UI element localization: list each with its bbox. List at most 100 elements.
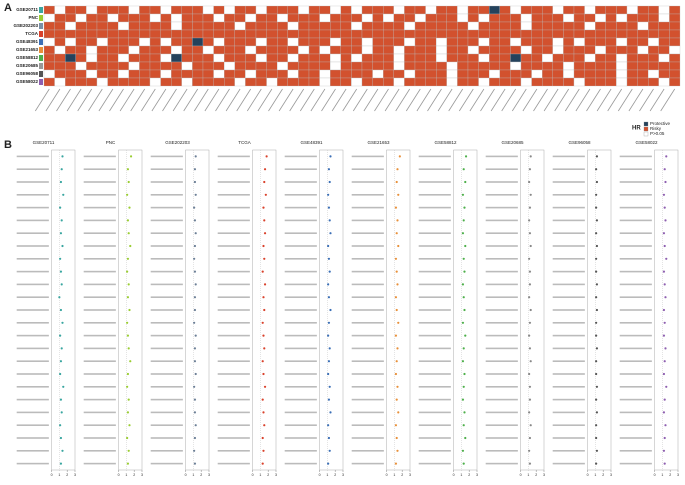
row-label-placeholder bbox=[351, 206, 384, 209]
row-label-placeholder bbox=[83, 283, 116, 286]
heat-cell bbox=[361, 13, 373, 23]
heat-cell bbox=[351, 77, 363, 87]
heat-cell bbox=[372, 69, 384, 79]
heat-cell bbox=[171, 21, 182, 31]
heat-cell bbox=[86, 53, 98, 63]
heat-cell bbox=[340, 45, 352, 55]
heat-cell bbox=[266, 61, 278, 71]
hr-point bbox=[397, 244, 400, 248]
heat-cell bbox=[181, 21, 193, 31]
heat-cell bbox=[648, 5, 659, 15]
heat-cell bbox=[266, 77, 278, 87]
heat-cell bbox=[542, 13, 553, 23]
row-label-placeholder bbox=[552, 411, 585, 414]
row-label-placeholder bbox=[284, 194, 317, 196]
row-label-placeholder bbox=[284, 283, 317, 286]
row-label-placeholder bbox=[83, 232, 116, 234]
hr-point bbox=[129, 155, 133, 158]
heat-cell bbox=[457, 21, 469, 31]
row-label-placeholder bbox=[418, 424, 451, 426]
x-tick-label: 0 bbox=[453, 473, 455, 477]
hr-point bbox=[528, 232, 532, 235]
row-label-placeholder bbox=[150, 296, 183, 298]
x-tick-label: 3 bbox=[342, 473, 344, 477]
hr-point bbox=[327, 283, 330, 286]
row-label-placeholder bbox=[552, 373, 585, 375]
row-label-placeholder bbox=[485, 334, 518, 337]
heat-cell bbox=[552, 61, 564, 71]
heat-cell bbox=[255, 13, 267, 23]
col-label-placeholder bbox=[617, 88, 633, 112]
legend-swatch bbox=[643, 131, 649, 137]
row-label-placeholder bbox=[217, 194, 250, 196]
heat-cell bbox=[298, 37, 310, 47]
heat-cell bbox=[414, 45, 426, 55]
hr-point bbox=[461, 449, 465, 452]
heat-cell bbox=[542, 5, 553, 15]
heat-cell bbox=[616, 21, 628, 31]
col-label-placeholder bbox=[607, 88, 623, 112]
heat-cell bbox=[595, 5, 606, 15]
heat-cell bbox=[340, 29, 352, 39]
row-label-placeholder bbox=[485, 258, 518, 260]
heat-cell bbox=[414, 5, 426, 15]
row-label-placeholder bbox=[485, 270, 518, 273]
row-label-placeholder bbox=[351, 181, 384, 183]
hr-point bbox=[328, 347, 331, 350]
heat-cell bbox=[563, 13, 575, 23]
heat-cell bbox=[128, 45, 140, 55]
heat-cell bbox=[118, 61, 129, 71]
heat-cell bbox=[202, 77, 214, 87]
heat-cell bbox=[531, 69, 543, 79]
hr-point bbox=[396, 347, 399, 350]
heat-cell bbox=[234, 61, 246, 71]
row-label-placeholder bbox=[83, 398, 116, 401]
row-label-placeholder bbox=[552, 347, 585, 350]
heat-cell bbox=[595, 77, 606, 87]
heat-cell bbox=[340, 5, 352, 15]
hr-point bbox=[464, 155, 468, 158]
row-label-placeholder bbox=[485, 283, 518, 286]
hr-point bbox=[128, 206, 131, 209]
hr-point bbox=[595, 219, 599, 222]
heat-cell bbox=[171, 13, 182, 23]
row-label-placeholder bbox=[150, 258, 183, 260]
row-label-placeholder bbox=[284, 360, 317, 362]
heat-cell bbox=[149, 53, 161, 63]
heat-cell bbox=[552, 37, 564, 47]
heat-cell bbox=[340, 53, 352, 63]
hr-point bbox=[528, 334, 531, 337]
row-label-placeholder bbox=[284, 347, 317, 350]
row-label-placeholder bbox=[16, 206, 49, 209]
heat-cell bbox=[171, 45, 182, 55]
row-label-placeholder bbox=[485, 386, 518, 388]
heat-cell bbox=[361, 53, 373, 63]
hr-point bbox=[662, 193, 666, 196]
heat-cell bbox=[319, 5, 331, 15]
row-label: GSE202203 bbox=[13, 23, 38, 28]
heat-cell bbox=[255, 21, 267, 31]
heat-cell bbox=[351, 61, 363, 71]
forest-title: GSE21653 bbox=[367, 140, 390, 145]
heat-cell bbox=[648, 37, 659, 47]
row-label-placeholder bbox=[485, 168, 518, 170]
hr-point bbox=[193, 296, 197, 299]
hr-point bbox=[528, 347, 532, 350]
heat-cell bbox=[234, 37, 246, 47]
heat-cell bbox=[245, 5, 257, 15]
col-label-placeholder bbox=[437, 88, 453, 112]
heat-cell bbox=[43, 61, 55, 71]
hr-point bbox=[396, 219, 399, 222]
heat-cell bbox=[605, 45, 617, 55]
heat-cell bbox=[616, 61, 628, 71]
row-label-placeholder bbox=[16, 181, 49, 183]
heat-cell bbox=[86, 13, 98, 23]
row-label: GSE20685 bbox=[16, 63, 39, 68]
row-label: PNC bbox=[28, 15, 38, 20]
heat-cell bbox=[149, 69, 161, 79]
heat-cell bbox=[255, 61, 267, 71]
heat-cell bbox=[234, 53, 246, 63]
hr-point bbox=[595, 193, 598, 196]
col-label-placeholder bbox=[586, 88, 601, 112]
row-label-placeholder bbox=[619, 386, 652, 388]
